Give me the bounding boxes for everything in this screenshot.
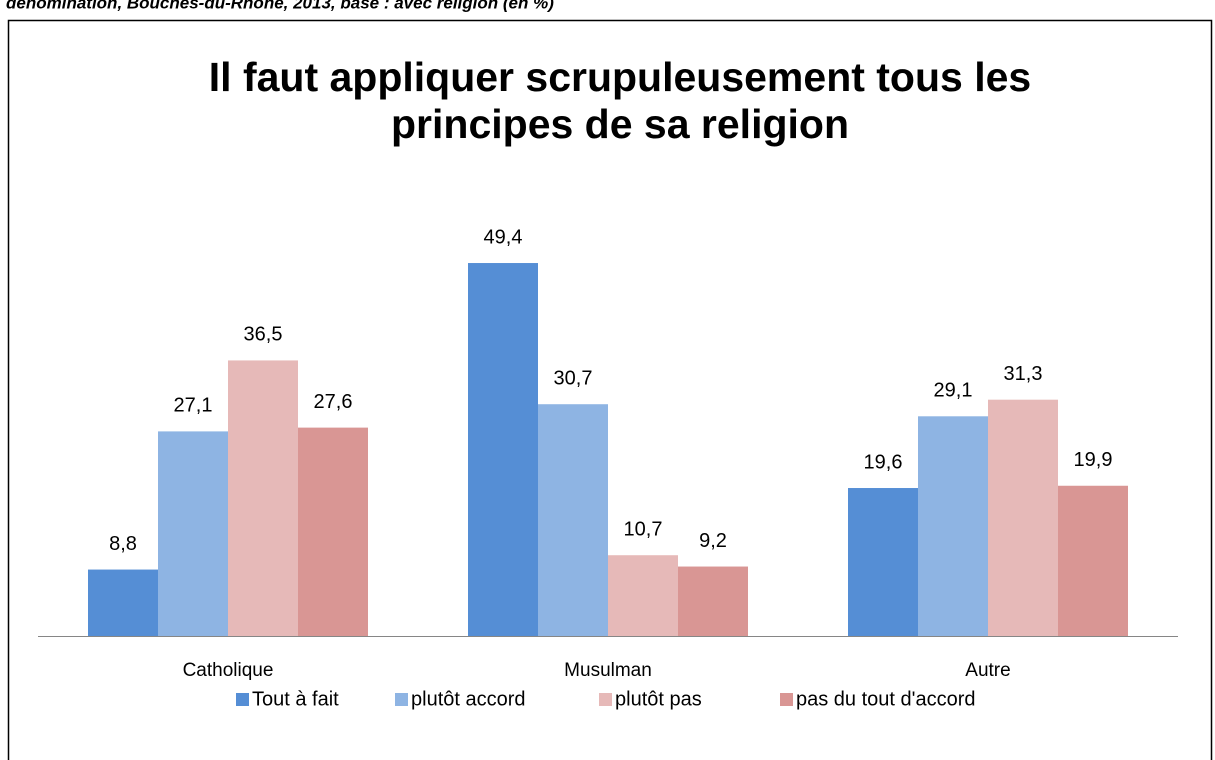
legend-swatch <box>599 693 612 706</box>
data-label: 36,5 <box>244 324 283 346</box>
bar <box>88 569 158 636</box>
data-label: 9,2 <box>699 530 727 552</box>
data-label: 8,8 <box>109 533 137 555</box>
bar <box>298 427 368 636</box>
bar <box>228 360 298 636</box>
data-label: 31,3 <box>1004 363 1043 385</box>
bar <box>988 399 1058 636</box>
bar <box>848 488 918 636</box>
bar <box>538 404 608 636</box>
data-label: 49,4 <box>484 226 523 248</box>
data-label: 27,1 <box>174 395 213 417</box>
data-label: 19,9 <box>1074 449 1113 471</box>
chart-title: Il faut appliquer scrupuleusement tous l… <box>209 54 1031 100</box>
data-label: 10,7 <box>624 518 663 540</box>
bar <box>468 263 538 636</box>
bar <box>608 555 678 636</box>
legend-label: pas du tout d'accord <box>796 688 976 710</box>
x-tick-label: Catholique <box>183 660 274 681</box>
legend-swatch <box>236 693 249 706</box>
chart-title: principes de sa religion <box>391 101 849 147</box>
bar <box>1058 485 1128 636</box>
legend-label: Tout à fait <box>252 688 339 710</box>
x-tick-label: Autre <box>965 660 1010 681</box>
chart-frame <box>7 19 1213 760</box>
data-label: 30,7 <box>554 367 593 389</box>
bar <box>918 416 988 636</box>
bar <box>158 431 228 636</box>
data-label: 29,1 <box>934 380 973 402</box>
legend-swatch <box>780 693 793 706</box>
bar <box>678 566 748 636</box>
x-tick-label: Musulman <box>564 660 652 681</box>
data-label: 19,6 <box>864 451 903 473</box>
caption: dénomination, Bouches-du-Rhône, 2013, ba… <box>6 0 554 12</box>
legend-label: plutôt pas <box>615 688 702 710</box>
data-label: 27,6 <box>314 391 353 413</box>
legend-label: plutôt accord <box>411 688 526 710</box>
legend-swatch <box>395 693 408 706</box>
